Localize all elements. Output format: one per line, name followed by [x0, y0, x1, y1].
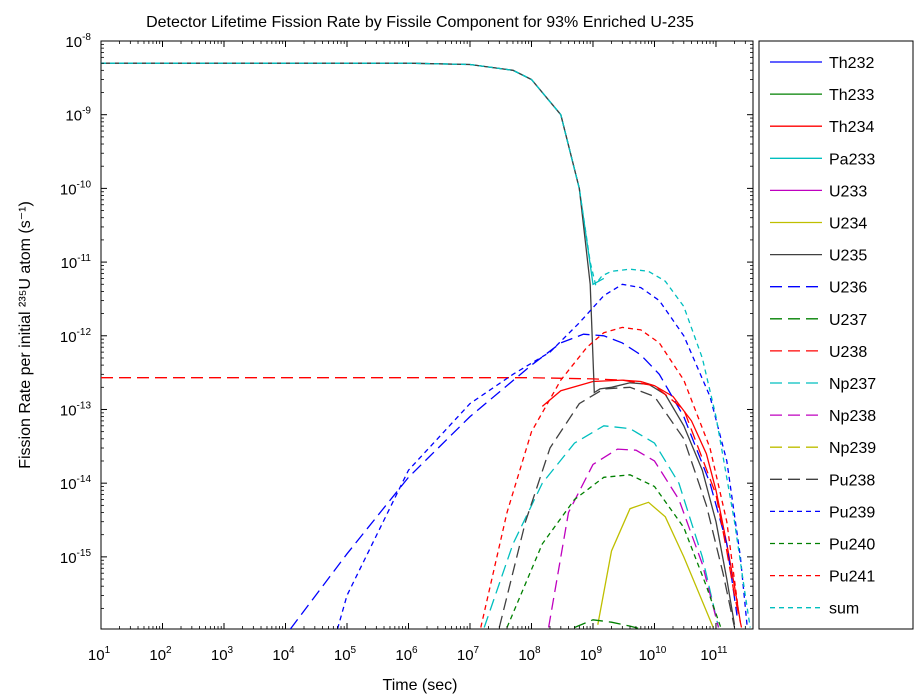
series-line-pu241 [480, 326, 739, 628]
x-tick-label: 102 [149, 645, 172, 664]
legend-items: Th232 Th233 Th234 Pa233 U233 U234 U235 U236 U237… [770, 55, 876, 618]
legend-label-pu239: Pu239 [829, 504, 875, 521]
legend-label-pu238: Pu238 [829, 472, 875, 489]
legend-label-u237: U237 [829, 312, 867, 329]
series-line-pu239 [336, 283, 748, 629]
y-tick-label: 10-15 [60, 548, 92, 567]
series-line-u235 [101, 62, 736, 625]
legend-label-pa233: Pa233 [829, 151, 875, 168]
legend-label-sum: sum [829, 601, 859, 618]
series-line-pu240 [506, 474, 722, 628]
x-tick-label: 101 [88, 645, 111, 664]
x-tick-label: 106 [395, 645, 418, 664]
legend-label-u238: U238 [829, 344, 867, 361]
series-layer [101, 62, 751, 629]
legend-label-np238: Np238 [829, 408, 876, 425]
x-tick-label: 1010 [639, 645, 667, 664]
plot-area [100, 40, 754, 630]
legend-box [758, 40, 914, 630]
x-tick-labels: 101 102 103 104 105 106 107 108 109 1010 1011 [88, 645, 728, 664]
legend-label-u233: U233 [829, 183, 867, 200]
legend-label-pu240: Pu240 [829, 537, 875, 554]
series-line-u236 [289, 333, 738, 629]
legend-label-u236: U236 [829, 280, 867, 297]
series-line-u238 [101, 377, 743, 628]
x-axis-label: Time (sec) [383, 677, 458, 694]
x-tick-label: 104 [272, 645, 295, 664]
series-line-u237 [574, 619, 641, 629]
series-line-sum [101, 62, 751, 628]
legend-label-th234: Th234 [829, 119, 874, 136]
y-tick-label: 10-11 [61, 253, 92, 272]
y-tick-label: 10-13 [60, 400, 92, 419]
legend-label-u234: U234 [829, 216, 867, 233]
x-tick-label: 1011 [700, 645, 728, 664]
axis-ticks [100, 40, 754, 629]
y-tick-label: 10-12 [60, 327, 92, 346]
y-tick-label: 10-10 [60, 179, 92, 198]
series-line-pu238 [498, 386, 736, 628]
y-axis-label: Fission Rate per initial ²³⁵U atom (s⁻¹) [17, 201, 34, 469]
legend-label-u235: U235 [829, 248, 867, 265]
x-tick-label: 109 [580, 645, 603, 664]
chart-title: Detector Lifetime Fission Rate by Fissil… [146, 14, 694, 31]
y-tick-label: 10-8 [65, 32, 91, 51]
x-tick-label: 105 [334, 645, 357, 664]
y-tick-label: 10-14 [60, 474, 92, 493]
x-tick-label: 103 [211, 645, 234, 664]
x-tick-label: 107 [457, 645, 480, 664]
legend: Th232 Th233 Th234 Pa233 U233 U234 U235 U236 U237… [758, 40, 914, 630]
x-tick-label: 108 [518, 645, 541, 664]
y-tick-label: 10-9 [65, 106, 91, 125]
legend-label-th232: Th232 [829, 55, 874, 72]
series-line-np238 [547, 448, 720, 628]
series-line-u234 [597, 501, 714, 628]
legend-label-np239: Np239 [829, 440, 876, 457]
legend-label-np237: Np237 [829, 376, 876, 393]
y-tick-labels: 10-15 10-14 10-13 10-12 10-11 10-10 10-9 10-8 [60, 32, 92, 567]
legend-label-th233: Th233 [829, 87, 874, 104]
series-line-np237 [483, 425, 720, 628]
legend-label-pu241: Pu241 [829, 569, 875, 586]
